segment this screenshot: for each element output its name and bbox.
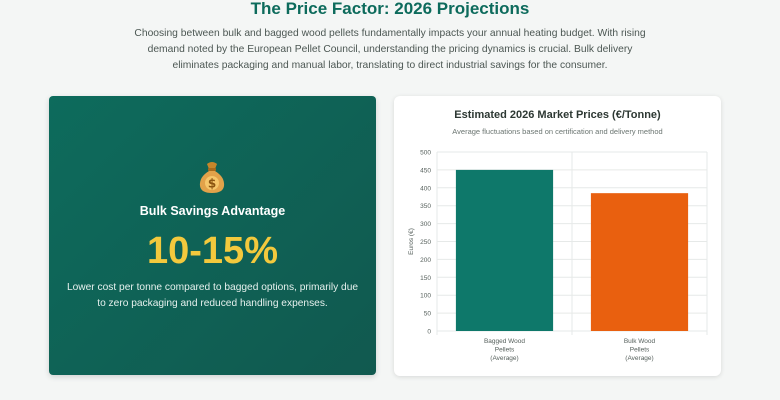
y-tick-label: 0	[427, 329, 431, 336]
svg-text:$: $	[208, 177, 216, 191]
chart-subtitle: Average fluctuations based on certificat…	[452, 127, 663, 136]
y-tick-label: 350	[420, 203, 431, 210]
y-tick-label: 500	[420, 150, 431, 157]
intro-paragraph: Choosing between bulk and bagged wood pe…	[134, 28, 646, 71]
bar-chart: 0 50 100 150 200 250 300 350 400 450 500 Bagged Woo…	[408, 150, 708, 362]
x-tick-label: Bagged Wood	[484, 338, 525, 345]
y-axis-label: Euros (€)	[408, 228, 415, 255]
advantage-title: Bulk Savings Advantage	[139, 204, 286, 218]
y-tick-label: 100	[420, 293, 431, 300]
x-tick-label: Pellets	[630, 347, 650, 354]
y-tick-label: 400	[420, 185, 431, 192]
y-tick-label: 450	[420, 167, 431, 174]
bulk-savings-card: $ Bulk Savings Advantage 10-15% Lower co…	[49, 96, 376, 375]
y-tick-label: 200	[420, 257, 431, 264]
advantage-value: 10-15%	[147, 230, 278, 272]
y-tick-label: 150	[420, 275, 431, 282]
x-tick-label: Pellets	[495, 347, 515, 354]
money-bag-icon: $	[199, 162, 225, 193]
bar-2	[590, 193, 689, 331]
y-tick-label: 250	[420, 239, 431, 246]
bar-1	[455, 169, 554, 331]
y-tick-label: 300	[420, 221, 431, 228]
x-tick-label: Bulk Wood	[624, 338, 656, 345]
x-tick-label: (Average)	[625, 355, 653, 362]
page-title: The Price Factor: 2026 Projections	[250, 0, 530, 18]
y-tick-label: 50	[424, 311, 432, 318]
advantage-description: Lower cost per tonne compared to bagged …	[66, 282, 359, 309]
x-tick-label: (Average)	[490, 355, 518, 362]
chart-title: Estimated 2026 Market Prices (€/Tonne)	[454, 109, 661, 121]
market-price-chart-card: Estimated 2026 Market Prices (€/Tonne) A…	[394, 96, 721, 376]
